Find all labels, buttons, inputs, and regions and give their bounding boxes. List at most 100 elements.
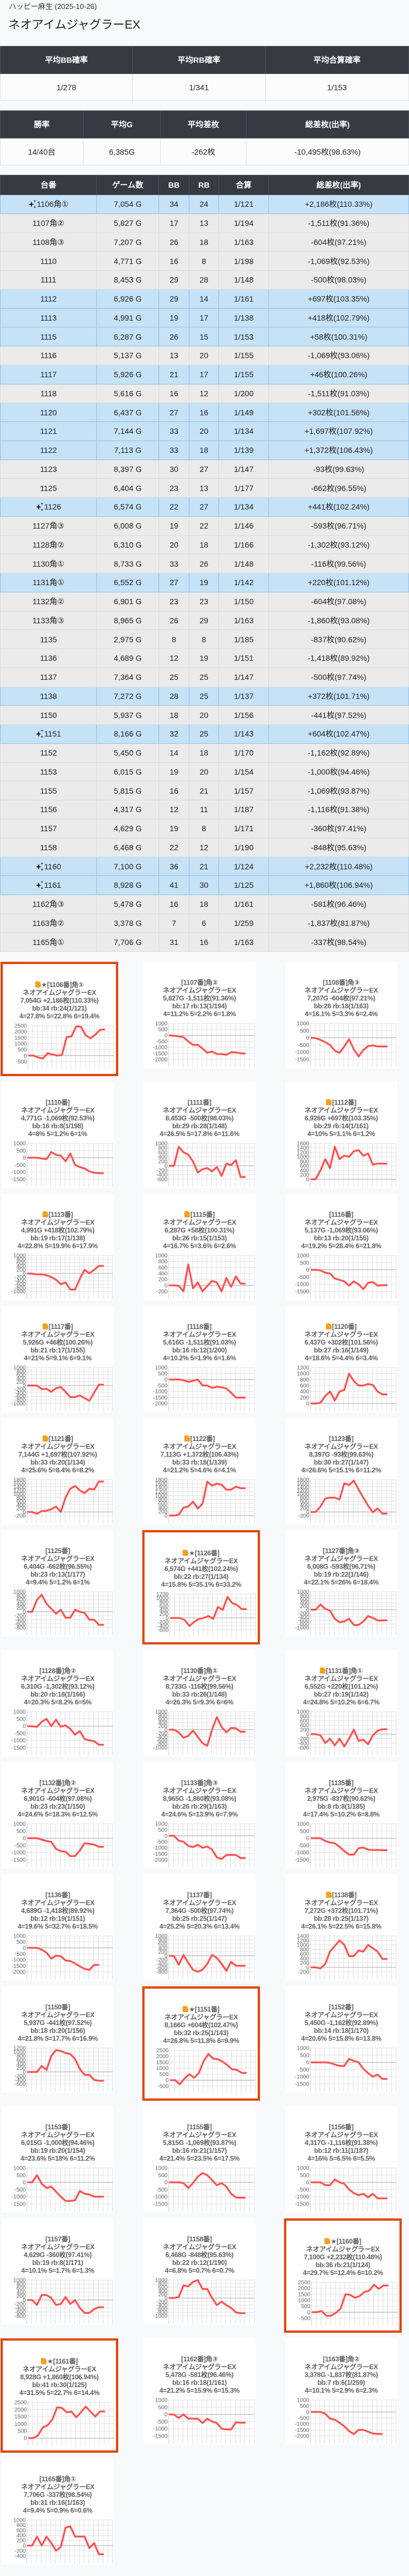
table-row[interactable]: 1135 2,975 G 8 8 1/185 -837枚(90.62%)	[0, 629, 409, 649]
machine-card[interactable]: [1132番]角② ネオアイムジャグラーEX 6,901G -604枚(97.08%…	[2, 1762, 114, 1869]
table-row[interactable]: 1125 6,404 G 23 13 1/177 -662枚(96.55%)	[0, 478, 409, 498]
machine-card[interactable]: [1128番]角② ネオアイムジャグラーEX 6,310G -1,302枚(93.1…	[2, 1650, 114, 1757]
machine-card[interactable]: [1155番] ネオアイムジャグラーEX 5,815G -1,069枚(93.87%…	[143, 2106, 255, 2213]
machine-card[interactable]: [1110番] ネオアイムジャグラーEX 4,771G -1,069枚(92.53%…	[2, 1082, 114, 1188]
machine-card[interactable]: [1165番]角① ネオアイムジャグラーEX 7,706G -337枚(98.54%…	[2, 2458, 114, 2565]
table-row[interactable]: 1137 7,364 G 25 25 1/147 -500枚(97.74%)	[0, 667, 409, 687]
table-row[interactable]: 1132角② 6,901 G 23 23 1/150 -604枚(97.08%)	[0, 591, 409, 611]
machine-card[interactable]: [1107番]角② ネオアイムジャグラーEX 5,827G -1,511枚(91.3…	[143, 962, 255, 1068]
machine-number-cell: 1107角②	[0, 213, 97, 233]
machine-card[interactable]: [1120番] ネオアイムジャグラーEX 6,437G +302枚(101.56%)…	[285, 1306, 397, 1412]
machine-card[interactable]: [1137番] ネオアイムジャグラーEX 7,364G -500枚(97.74%) b…	[143, 1874, 255, 1981]
machine-card[interactable]: [1127番]角③ ネオアイムジャグラーEX 6,008G -593枚(96.71%…	[285, 1530, 397, 1637]
y-tick-label: 800	[300, 1377, 309, 1383]
table-row[interactable]: 1153 6,015 G 19 20 1/154 -1,000枚(94.46%)	[0, 762, 409, 782]
table-row[interactable]: 1133角③ 8,965 G 26 29 1/163 -1,860枚(93.08%)	[0, 610, 409, 631]
machine-card[interactable]: [1115番] ネオアイムジャグラーEX 6,287G +58枚(100.31%) b…	[143, 1194, 255, 1300]
featured-machine-card[interactable]: ★[1126番] ネオアイムジャグラーEX 6,574G +441枚(102.24%…	[142, 1530, 260, 1644]
y-tick-label: -800	[156, 1741, 168, 1748]
card-bonus-counts: bb:25 rb:25(1/147)	[172, 1915, 227, 1922]
featured-machine-card[interactable]: ★[1160番] ネオアイムジャグラーEX 7,100G +2,232枚(110.4…	[284, 2218, 402, 2333]
card-machine-name: ネオアイムジャグラーEX	[21, 1331, 95, 1338]
table-row[interactable]: 1118 5,616 G 16 12 1/200 -1,511枚(91.03%)	[0, 383, 409, 404]
y-tick-label: 1400	[297, 1934, 310, 1940]
table-row[interactable]: 1127角③ 6,008 G 19 22 1/146 -593枚(96.71%)	[0, 516, 409, 536]
table-row[interactable]: 1123 8,397 G 30 27 1/147 -93枚(99.63%)	[0, 459, 409, 479]
data-point	[84, 1493, 85, 1494]
table-row[interactable]: 1136 4,689 G 12 19 1/151 -1,418枚(89.92%)	[0, 648, 409, 668]
featured-machine-card[interactable]: ★[1106番]角① ネオアイムジャグラーEX 7,054G +2,186枚(110…	[1, 962, 118, 1076]
card-title-text: [1115番]	[190, 1211, 215, 1218]
table-row[interactable]: 1161 8,928 G 41 30 1/125 +1,860枚(106.94%)	[0, 875, 409, 895]
machine-card[interactable]: [1138番] ネオアイムジャグラーEX 7,272G +372枚(101.71%)…	[285, 1874, 397, 1981]
data-point	[79, 1166, 81, 1168]
machine-card[interactable]: [1123番] ネオアイムジャグラーEX 8,397G -93枚(99.63%) bb…	[285, 1418, 397, 1525]
table-row[interactable]: 1155 5,815 G 16 21 1/157 -1,069枚(93.87%)	[0, 781, 409, 800]
machine-card[interactable]: [1150番] ネオアイムジャグラーEX 5,937G -441枚(97.52%) b…	[2, 1986, 114, 2093]
table-row[interactable]: 1116 5,137 G 13 20 1/155 -1,069枚(93.06%)	[0, 346, 409, 365]
featured-machine-card[interactable]: ★[1161番] ネオアイムジャグラーEX 8,928G +1,860枚(106.9…	[1, 2338, 118, 2453]
table-row[interactable]: 1130角① 8,733 G 33 26 1/148 -116枚(99.56%)	[0, 554, 409, 573]
table-row[interactable]: 1160 7,100 G 36 21 1/124 +2,232枚(110.48%)	[0, 856, 409, 876]
table-row[interactable]: 1122 7,113 G 33 18 1/139 +1,372枚(106.43%)	[0, 440, 409, 460]
y-tick-label: 500	[300, 1028, 309, 1034]
machine-card[interactable]: [1112番] ネオアイムジャグラーEX 6,926G +697枚(103.35%)…	[285, 1082, 397, 1188]
table-row[interactable]: 1108角③ 7,207 G 26 18 1/163 -604枚(97.21%)	[0, 232, 409, 252]
machine-card[interactable]: [1118番] ネオアイムジャグラーEX 5,616G -1,511枚(91.03%…	[143, 1306, 255, 1412]
machine-card[interactable]: [1153番] ネオアイムジャグラーEX 6,015G -1,000枚(94.46%…	[2, 2106, 114, 2213]
page-title: ネオアイムジャグラーEX	[8, 18, 141, 31]
machine-card[interactable]: [1121番] ネオアイムジャグラーEX 7,144G +1,697枚(107.92…	[2, 1418, 114, 1525]
machine-card[interactable]: [1152番] ネオアイムジャグラーEX 5,450G -1,162枚(92.89%…	[285, 1986, 397, 2093]
data-point	[211, 1485, 213, 1486]
table-row[interactable]: 1111 8,453 G 29 28 1/148 -500枚(98.03%)	[0, 270, 409, 290]
table-row[interactable]: 1165角① 7,706 G 31 16 1/163 -337枚(98.54%)	[0, 932, 409, 952]
table-row[interactable]: 1162角③ 5,478 G 16 18 1/161 -581枚(96.46%)	[0, 894, 409, 914]
machine-card[interactable]: [1116番] ネオアイムジャグラーEX 5,137G -1,069枚(93.06%…	[285, 1194, 397, 1300]
machine-card[interactable]: [1162番]角③ ネオアイムジャグラーEX 5,478G -581枚(96.46%…	[143, 2338, 255, 2445]
table-row[interactable]: 1156 4,317 G 12 11 1/187 -1,116枚(91.38%)	[0, 800, 409, 819]
machine-card[interactable]: [1158番] ネオアイムジャグラーEX 6,468G -848枚(95.63%) b…	[143, 2218, 255, 2325]
table-row[interactable]: 1120 6,437 G 27 16 1/149 +302枚(101.56%)	[0, 402, 409, 422]
machine-card[interactable]: [1136番] ネオアイムジャグラーEX 4,689G -1,418枚(89.92%…	[2, 1874, 114, 1981]
machine-card[interactable]: [1130番]角① ネオアイムジャグラーEX 8,733G -116枚(99.56%…	[143, 1650, 255, 1757]
table-row[interactable]: 1131角① 6,552 G 27 19 1/142 +220枚(101.12%)	[0, 573, 409, 592]
table-row[interactable]: 1112 6,926 G 29 14 1/161 +697枚(103.35%)	[0, 289, 409, 309]
machine-card[interactable]: [1113番] ネオアイムジャグラーEX 4,991G +418枚(102.79%)…	[2, 1194, 114, 1300]
machine-card[interactable]: [1163番]角② ネオアイムジャグラーEX 3,378G -1,837枚(81.8…	[285, 2338, 397, 2445]
machine-card[interactable]: [1122番] ネオアイムジャグラーEX 7,113G +1,372枚(106.43…	[143, 1418, 255, 1525]
table-row[interactable]: 1113 4,991 G 19 17 1/138 +418枚(102.79%)	[0, 308, 409, 328]
table-row[interactable]: 1107角② 5,827 G 17 13 1/194 -1,511枚(91.36%)	[0, 213, 409, 233]
machine-card[interactable]: [1131番]角① ネオアイムジャグラーEX 6,552G +220枚(101.12…	[285, 1650, 397, 1757]
machine-number-cell: 1133角③	[0, 610, 97, 631]
table-row[interactable]: 1128角② 6,310 G 20 18 1/166 -1,302枚(93.12%)	[0, 535, 409, 555]
data-point	[90, 1037, 91, 1039]
bb-count-cell: 8	[159, 629, 189, 649]
machine-card[interactable]: [1157番] ネオアイムジャグラーEX 4,629G -360枚(97.41%) b…	[2, 2218, 114, 2325]
table-row[interactable]: 1110 4,771 G 16 8 1/198 -1,069枚(92.53%)	[0, 251, 409, 271]
table-row[interactable]: 1106角① 7,054 G 34 24 1/121 +2,186枚(110.33%)	[0, 194, 409, 214]
rb-count: 8	[202, 256, 206, 266]
table-row[interactable]: 1117 5,926 G 21 17 1/155 +46枚(100.26%)	[0, 364, 409, 384]
card-title: [1108番]角③	[285, 979, 397, 986]
machine-card[interactable]: [1135番] ネオアイムジャグラーEX 2,975G -837枚(90.62%) b…	[285, 1762, 397, 1869]
machine-card[interactable]: [1125番] ネオアイムジャグラーEX 6,404G -662枚(96.55%) b…	[2, 1530, 114, 1637]
y-tick-label: 0	[164, 1164, 168, 1170]
machine-card[interactable]: [1133番]角③ ネオアイムジャグラーEX 8,965G -1,860枚(93.0…	[143, 1762, 255, 1869]
table-row[interactable]: 1126 6,574 G 22 27 1/134 +441枚(102.24%)	[0, 497, 409, 517]
table-row[interactable]: 1163角② 3,378 G 7 6 1/259 -1,837枚(81.87%)	[0, 913, 409, 933]
table-row[interactable]: 1138 7,272 G 28 25 1/137 +372枚(101.71%)	[0, 686, 409, 706]
table-row[interactable]: 1151 8,166 G 32 25 1/143 +604枚(102.47%)	[0, 724, 409, 744]
table-row[interactable]: 1158 6,468 G 22 12 1/190 -848枚(95.63%)	[0, 837, 409, 858]
table-row[interactable]: 1115 6,287 G 26 15 1/153 +58枚(100.31%)	[0, 327, 409, 346]
featured-machine-card[interactable]: ★[1151番] ネオアイムジャグラーEX 8,166G +604枚(102.47%…	[142, 1986, 260, 2101]
machine-card[interactable]: [1111番] ネオアイムジャグラーEX 8,453G -500枚(98.03%) b…	[143, 1082, 255, 1188]
machine-card[interactable]: [1108番]角③ ネオアイムジャグラーEX 7,207G -604枚(97.21%…	[285, 962, 397, 1068]
y-tick-label: 0	[22, 2180, 26, 2186]
table-row[interactable]: 1152 5,450 G 14 18 1/170 -1,162枚(92.89%)	[0, 743, 409, 763]
machine-card[interactable]: [1156番] ネオアイムジャグラーEX 4,317G -1,116枚(91.38%…	[285, 2106, 397, 2213]
table-row[interactable]: 1150 5,937 G 18 20 1/156 -441枚(97.52%)	[0, 705, 409, 725]
table-row[interactable]: 1157 4,629 G 19 8 1/171 -360枚(97.41%)	[0, 818, 409, 838]
machine-card[interactable]: [1117番] ネオアイムジャグラーEX 5,926G +46枚(100.26%) b…	[2, 1306, 114, 1412]
card-bonus-counts: bb:19 rb:22(1/146)	[314, 1570, 369, 1578]
table-row[interactable]: 1121 7,144 G 33 20 1/134 +1,697枚(107.92%)	[0, 421, 409, 441]
